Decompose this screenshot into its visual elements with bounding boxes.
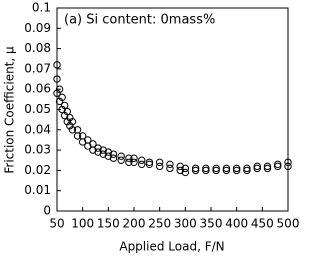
data-point [202, 164, 210, 173]
x-tick-label: 200 [123, 217, 146, 231]
data-point [138, 160, 146, 169]
data-point [253, 164, 261, 173]
data-point [181, 168, 190, 177]
data-point [274, 162, 282, 171]
data-point [284, 162, 292, 171]
data-point [191, 166, 200, 175]
data-point [243, 164, 251, 173]
data-point [138, 156, 146, 164]
x-tick-label: 300 [174, 217, 197, 231]
data-point [222, 164, 231, 173]
data-point [176, 166, 184, 175]
data-point [145, 158, 154, 166]
y-tick-label: 0 [43, 204, 51, 218]
data-point [212, 164, 220, 173]
data-point [253, 162, 261, 171]
data-point [166, 164, 174, 173]
data-point [109, 154, 118, 162]
data-point [68, 126, 77, 134]
data-point [55, 85, 64, 93]
data-point [58, 105, 66, 114]
data-point [60, 111, 69, 120]
x-tick-label: 500 [277, 217, 300, 231]
data-point [232, 166, 241, 175]
data-point [263, 164, 272, 173]
y-tick-label: 0.06 [24, 82, 51, 96]
y-tick-label: 0.05 [24, 102, 51, 116]
data-point [212, 166, 220, 175]
y-tick-label: 0.08 [24, 41, 51, 55]
data-point [130, 154, 138, 162]
x-tick-label: 150 [97, 217, 120, 231]
data-point [125, 154, 133, 162]
y-tick-label: 0.07 [24, 61, 51, 75]
data-point [117, 152, 125, 160]
data-point [176, 162, 184, 171]
data-point [63, 107, 71, 116]
data-point [58, 93, 66, 102]
y-axis-label: Friction Coefficient, μ [3, 46, 17, 174]
x-tick-label: 450 [251, 217, 274, 231]
data-point [125, 158, 133, 166]
data-point [284, 158, 292, 166]
data-point [166, 160, 174, 169]
y-tick-label: 0.09 [24, 21, 51, 35]
y-tick-label: 0.1 [32, 1, 51, 15]
data-point [53, 75, 61, 83]
data-point [89, 146, 97, 154]
data-point [222, 166, 231, 175]
y-tick-label: 0.04 [24, 122, 51, 136]
data-point [53, 89, 61, 97]
data-point [104, 152, 113, 160]
y-tick-label: 0.02 [24, 163, 51, 177]
data-point [94, 144, 102, 152]
x-tick-label: 50 [49, 217, 64, 231]
x-tick-label: 250 [148, 217, 171, 231]
data-point [94, 148, 102, 156]
data-point [84, 142, 92, 150]
x-tick-label: 100 [71, 217, 94, 231]
data-point [66, 122, 74, 130]
data-point [202, 166, 210, 175]
data-point [63, 117, 71, 126]
x-axis-label: Applied Load, F/N [119, 240, 224, 254]
y-tick-label: 0.03 [24, 143, 51, 157]
x-tick-label: 350 [200, 217, 223, 231]
data-point [73, 132, 82, 140]
data-point [274, 160, 282, 169]
data-point [181, 164, 190, 173]
chart: (a) Si content: 0mass% Applied Load, F/N… [3, 1, 300, 254]
data-point [104, 148, 113, 156]
annotation: (a) Si content: 0mass% [64, 13, 215, 28]
data-point [145, 160, 154, 169]
data-point [232, 164, 241, 173]
data-point [191, 164, 200, 173]
data-point [130, 158, 138, 166]
data-point [78, 138, 87, 146]
x-tick-label: 400 [225, 217, 248, 231]
data-point [263, 162, 272, 171]
data-point [60, 101, 69, 110]
y-tick-label: 0.01 [24, 183, 51, 197]
data-point [66, 113, 74, 122]
data-point [99, 146, 107, 154]
data-point [155, 162, 164, 171]
plot-frame [56, 7, 289, 212]
data-point [117, 156, 125, 164]
data-point [55, 97, 64, 106]
data-point [243, 166, 251, 175]
data-point [155, 158, 164, 166]
data-point [99, 150, 107, 158]
data-point [53, 61, 61, 69]
data-point [109, 150, 118, 158]
data-point [68, 117, 77, 126]
